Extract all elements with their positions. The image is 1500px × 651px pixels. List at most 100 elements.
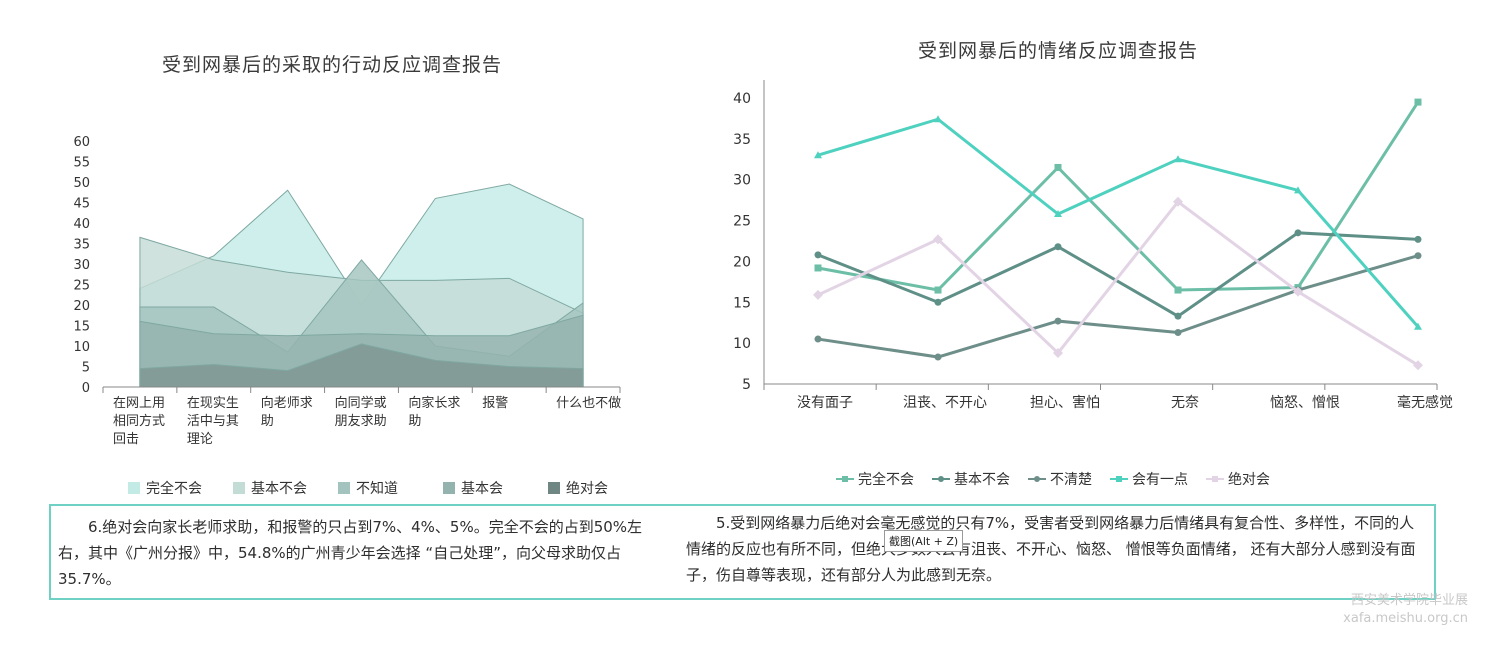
data-point bbox=[1293, 286, 1303, 297]
watermark-url: xafa.meishu.org.cn bbox=[1343, 611, 1468, 626]
data-point bbox=[934, 115, 942, 123]
line-series-3 bbox=[817, 254, 1419, 359]
screenshot-tooltip: 截图(Alt + Z) bbox=[884, 530, 964, 552]
data-point bbox=[1054, 163, 1062, 171]
x-tick-label: 向同学或朋友求助 bbox=[335, 395, 387, 429]
x-tick-label: 向家长求助 bbox=[408, 395, 460, 429]
y-tick-label: 5 bbox=[742, 377, 751, 393]
data-point bbox=[1174, 155, 1182, 163]
legend-item-3: 不清楚 bbox=[1028, 469, 1092, 489]
watermark-title: 西安美术学院毕业展 bbox=[1350, 593, 1468, 608]
y-tick-label: 50 bbox=[73, 176, 90, 191]
x-tick-label: 向老师求助 bbox=[261, 395, 313, 429]
legend-label: 会有一点 bbox=[1132, 472, 1188, 488]
x-tick-label: 在现实生活中与其理论 bbox=[187, 396, 239, 447]
x-tick-label: 报警 bbox=[482, 395, 508, 411]
data-point bbox=[814, 151, 822, 159]
legend-label: 基本会 bbox=[461, 481, 503, 497]
y-tick-label: 30 bbox=[733, 173, 751, 189]
left-chart-title: 受到网暴后的采取的行动反应调查报告 bbox=[162, 54, 503, 76]
x-tick-label: 恼怒、憎恨 bbox=[1270, 394, 1340, 411]
data-point bbox=[1294, 229, 1302, 237]
data-point bbox=[814, 335, 822, 343]
data-point bbox=[934, 353, 942, 361]
x-tick-label: 没有面子 bbox=[797, 395, 853, 411]
y-tick-label: 15 bbox=[73, 320, 90, 335]
x-tick-label: 在网上用相同方式回击 bbox=[113, 396, 165, 447]
y-tick-label: 40 bbox=[733, 91, 751, 107]
right-summary-paragraph: 5.受到网络暴力后绝对会毫无感觉的只有7%，受害者受到网络暴力后情绪具有复合性、… bbox=[686, 514, 1416, 584]
x-tick-label: 无奈 bbox=[1171, 395, 1199, 411]
line-series-2 bbox=[817, 231, 1419, 318]
data-point bbox=[1173, 196, 1183, 207]
y-tick-label: 10 bbox=[73, 340, 90, 355]
y-tick-label: 0 bbox=[82, 381, 90, 396]
legend-label: 绝对会 bbox=[1228, 472, 1270, 488]
data-point bbox=[1414, 235, 1422, 243]
legend-label: 不清楚 bbox=[1050, 472, 1092, 488]
legend-item-1: 完全不会 bbox=[836, 469, 914, 489]
legend-item-1: 完全不会 bbox=[128, 478, 233, 498]
y-tick-label: 35 bbox=[73, 238, 90, 253]
y-tick-label: 30 bbox=[73, 258, 90, 273]
data-point bbox=[934, 298, 942, 306]
right-legend: 完全不会 基本不会 不清楚 会有一点 绝对会 bbox=[836, 469, 1288, 489]
data-point bbox=[1414, 322, 1422, 330]
y-tick-label: 40 bbox=[73, 217, 90, 232]
data-point bbox=[1294, 186, 1302, 194]
left-legend: 完全不会 基本不会 不知道 基本会 绝对会 bbox=[128, 478, 653, 498]
data-point bbox=[1053, 347, 1063, 358]
x-tick-label: 毫无感觉 bbox=[1397, 394, 1453, 411]
data-point bbox=[1174, 286, 1182, 294]
y-tick-label: 55 bbox=[73, 156, 90, 171]
legend-item-5: 绝对会 bbox=[548, 478, 653, 498]
legend-label: 完全不会 bbox=[858, 472, 914, 488]
x-tick-label: 沮丧、不开心 bbox=[903, 395, 987, 411]
y-tick-label: 35 bbox=[733, 132, 751, 148]
y-tick-label: 25 bbox=[733, 214, 751, 230]
left-summary-paragraph: 6.绝对会向家长老师求助，和报警的只占到7%、4%、5%。完全不会的占到50%左… bbox=[58, 518, 643, 588]
data-point bbox=[1054, 317, 1062, 325]
watermark: 西安美术学院毕业展 xafa.meishu.org.cn bbox=[1343, 592, 1468, 628]
data-point bbox=[1174, 329, 1182, 337]
legend-item-2: 基本不会 bbox=[932, 469, 1010, 489]
x-tick-label: 什么也不做 bbox=[556, 396, 621, 411]
y-tick-label: 45 bbox=[73, 197, 90, 212]
data-point bbox=[1414, 252, 1422, 260]
data-point bbox=[934, 286, 942, 294]
data-point bbox=[1414, 98, 1422, 106]
legend-item-3: 不知道 bbox=[338, 478, 443, 498]
legend-label: 基本不会 bbox=[251, 481, 307, 497]
y-tick-label: 5 bbox=[82, 361, 90, 376]
legend-item-2: 基本不会 bbox=[233, 478, 338, 498]
area-series-5 bbox=[139, 343, 584, 388]
line-series-1 bbox=[817, 101, 1420, 292]
data-point bbox=[933, 234, 943, 245]
y-tick-label: 60 bbox=[73, 135, 90, 150]
y-tick-label: 25 bbox=[73, 279, 90, 294]
y-tick-label: 20 bbox=[733, 254, 751, 270]
line-series-5 bbox=[817, 199, 1419, 367]
legend-label: 基本不会 bbox=[954, 472, 1010, 488]
data-point bbox=[814, 264, 822, 272]
data-point bbox=[814, 251, 822, 259]
line-series-4 bbox=[817, 117, 1420, 328]
right-chart-title: 受到网暴后的情绪反应调查报告 bbox=[918, 40, 1199, 62]
data-point bbox=[1174, 312, 1182, 320]
data-point bbox=[1413, 360, 1423, 371]
legend-label: 完全不会 bbox=[146, 481, 202, 497]
data-point bbox=[813, 289, 823, 300]
legend-label: 绝对会 bbox=[566, 481, 608, 497]
data-point bbox=[1054, 243, 1062, 251]
y-tick-label: 20 bbox=[73, 299, 90, 314]
data-point bbox=[1054, 210, 1062, 218]
legend-item-5: 绝对会 bbox=[1206, 469, 1270, 489]
legend-label: 不知道 bbox=[356, 481, 398, 497]
legend-item-4: 会有一点 bbox=[1110, 469, 1188, 489]
y-tick-label: 10 bbox=[733, 336, 751, 352]
summary-text-box bbox=[49, 504, 1436, 600]
x-tick-label: 担心、害怕 bbox=[1030, 395, 1100, 411]
y-tick-label: 15 bbox=[733, 295, 751, 311]
legend-item-4: 基本会 bbox=[443, 478, 548, 498]
